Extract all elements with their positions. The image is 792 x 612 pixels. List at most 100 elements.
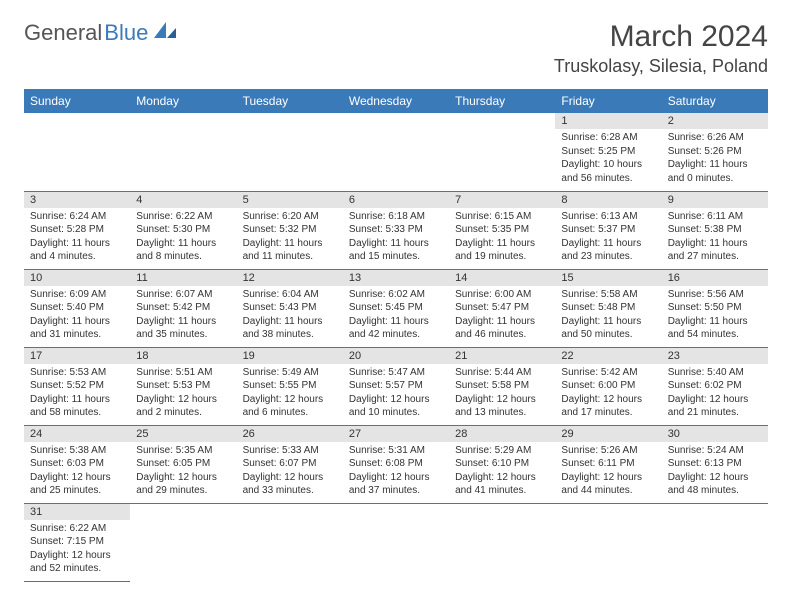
sunrise-text: Sunrise: 6:26 AM [668, 131, 762, 145]
daylight-text: Daylight: 11 hours and 27 minutes. [668, 237, 762, 264]
sunset-text: Sunset: 5:32 PM [243, 223, 337, 237]
logo-word-general: General [24, 20, 102, 46]
sunrise-text: Sunrise: 5:40 AM [668, 366, 762, 380]
day-details: Sunrise: 5:38 AMSunset: 6:03 PMDaylight:… [24, 442, 130, 502]
calendar-cell [662, 503, 768, 581]
sunrise-text: Sunrise: 5:33 AM [243, 444, 337, 458]
calendar-cell: 20Sunrise: 5:47 AMSunset: 5:57 PMDayligh… [343, 347, 449, 425]
sunrise-text: Sunrise: 6:22 AM [136, 210, 230, 224]
day-details: Sunrise: 5:29 AMSunset: 6:10 PMDaylight:… [449, 442, 555, 502]
calendar-cell: 7Sunrise: 6:15 AMSunset: 5:35 PMDaylight… [449, 191, 555, 269]
sunset-text: Sunset: 6:08 PM [349, 457, 443, 471]
day-number: 16 [662, 270, 768, 286]
sunset-text: Sunset: 5:42 PM [136, 301, 230, 315]
sunrise-text: Sunrise: 5:47 AM [349, 366, 443, 380]
sunset-text: Sunset: 6:10 PM [455, 457, 549, 471]
calendar-cell: 3Sunrise: 6:24 AMSunset: 5:28 PMDaylight… [24, 191, 130, 269]
day-details: Sunrise: 6:26 AMSunset: 5:26 PMDaylight:… [662, 129, 768, 189]
sunrise-text: Sunrise: 6:09 AM [30, 288, 124, 302]
calendar-cell: 17Sunrise: 5:53 AMSunset: 5:52 PMDayligh… [24, 347, 130, 425]
daylight-text: Daylight: 11 hours and 8 minutes. [136, 237, 230, 264]
day-details: Sunrise: 5:33 AMSunset: 6:07 PMDaylight:… [237, 442, 343, 502]
calendar-cell: 12Sunrise: 6:04 AMSunset: 5:43 PMDayligh… [237, 269, 343, 347]
sunrise-text: Sunrise: 6:00 AM [455, 288, 549, 302]
sunset-text: Sunset: 5:33 PM [349, 223, 443, 237]
daylight-text: Daylight: 11 hours and 0 minutes. [668, 158, 762, 185]
logo: GeneralBlue [24, 20, 178, 46]
calendar-row: 31Sunrise: 6:22 AMSunset: 7:15 PMDayligh… [24, 503, 768, 581]
sunrise-text: Sunrise: 6:11 AM [668, 210, 762, 224]
sunrise-text: Sunrise: 5:29 AM [455, 444, 549, 458]
sunrise-text: Sunrise: 5:42 AM [561, 366, 655, 380]
day-details: Sunrise: 6:28 AMSunset: 5:25 PMDaylight:… [555, 129, 661, 189]
day-details: Sunrise: 6:24 AMSunset: 5:28 PMDaylight:… [24, 208, 130, 268]
calendar-row: 3Sunrise: 6:24 AMSunset: 5:28 PMDaylight… [24, 191, 768, 269]
sunrise-text: Sunrise: 6:20 AM [243, 210, 337, 224]
day-details: Sunrise: 5:26 AMSunset: 6:11 PMDaylight:… [555, 442, 661, 502]
calendar-row: 10Sunrise: 6:09 AMSunset: 5:40 PMDayligh… [24, 269, 768, 347]
calendar-cell: 24Sunrise: 5:38 AMSunset: 6:03 PMDayligh… [24, 425, 130, 503]
sunrise-text: Sunrise: 6:18 AM [349, 210, 443, 224]
calendar-row: 1Sunrise: 6:28 AMSunset: 5:25 PMDaylight… [24, 113, 768, 191]
sunrise-text: Sunrise: 5:53 AM [30, 366, 124, 380]
day-number: 11 [130, 270, 236, 286]
day-details: Sunrise: 5:42 AMSunset: 6:00 PMDaylight:… [555, 364, 661, 424]
calendar-cell: 2Sunrise: 6:26 AMSunset: 5:26 PMDaylight… [662, 113, 768, 191]
calendar-cell: 4Sunrise: 6:22 AMSunset: 5:30 PMDaylight… [130, 191, 236, 269]
day-details: Sunrise: 5:58 AMSunset: 5:48 PMDaylight:… [555, 286, 661, 346]
calendar-cell: 8Sunrise: 6:13 AMSunset: 5:37 PMDaylight… [555, 191, 661, 269]
sunset-text: Sunset: 5:37 PM [561, 223, 655, 237]
sunset-text: Sunset: 5:45 PM [349, 301, 443, 315]
day-details: Sunrise: 5:47 AMSunset: 5:57 PMDaylight:… [343, 364, 449, 424]
day-details: Sunrise: 6:20 AMSunset: 5:32 PMDaylight:… [237, 208, 343, 268]
weekday-header: Friday [555, 89, 661, 113]
sunrise-text: Sunrise: 5:31 AM [349, 444, 443, 458]
calendar-cell [343, 113, 449, 191]
sunrise-text: Sunrise: 5:38 AM [30, 444, 124, 458]
sunset-text: Sunset: 5:48 PM [561, 301, 655, 315]
daylight-text: Daylight: 11 hours and 23 minutes. [561, 237, 655, 264]
sunset-text: Sunset: 5:25 PM [561, 145, 655, 159]
day-details: Sunrise: 5:49 AMSunset: 5:55 PMDaylight:… [237, 364, 343, 424]
sunrise-text: Sunrise: 6:22 AM [30, 522, 124, 536]
day-details: Sunrise: 6:07 AMSunset: 5:42 PMDaylight:… [130, 286, 236, 346]
sunset-text: Sunset: 5:43 PM [243, 301, 337, 315]
calendar-cell: 22Sunrise: 5:42 AMSunset: 6:00 PMDayligh… [555, 347, 661, 425]
day-number: 6 [343, 192, 449, 208]
day-number: 14 [449, 270, 555, 286]
sunset-text: Sunset: 5:26 PM [668, 145, 762, 159]
day-details: Sunrise: 6:18 AMSunset: 5:33 PMDaylight:… [343, 208, 449, 268]
calendar-cell: 29Sunrise: 5:26 AMSunset: 6:11 PMDayligh… [555, 425, 661, 503]
day-number: 3 [24, 192, 130, 208]
sunset-text: Sunset: 5:58 PM [455, 379, 549, 393]
sunrise-text: Sunrise: 5:56 AM [668, 288, 762, 302]
header: GeneralBlue March 2024 Truskolasy, Siles… [24, 20, 768, 77]
day-details: Sunrise: 6:22 AMSunset: 5:30 PMDaylight:… [130, 208, 236, 268]
calendar-cell: 21Sunrise: 5:44 AMSunset: 5:58 PMDayligh… [449, 347, 555, 425]
sunset-text: Sunset: 5:57 PM [349, 379, 443, 393]
sunset-text: Sunset: 6:07 PM [243, 457, 337, 471]
day-details: Sunrise: 6:00 AMSunset: 5:47 PMDaylight:… [449, 286, 555, 346]
calendar-cell: 25Sunrise: 5:35 AMSunset: 6:05 PMDayligh… [130, 425, 236, 503]
daylight-text: Daylight: 12 hours and 41 minutes. [455, 471, 549, 498]
day-number: 2 [662, 113, 768, 129]
calendar-cell: 11Sunrise: 6:07 AMSunset: 5:42 PMDayligh… [130, 269, 236, 347]
day-details: Sunrise: 5:44 AMSunset: 5:58 PMDaylight:… [449, 364, 555, 424]
weekday-header: Wednesday [343, 89, 449, 113]
sunset-text: Sunset: 5:38 PM [668, 223, 762, 237]
day-number: 30 [662, 426, 768, 442]
sunrise-text: Sunrise: 5:44 AM [455, 366, 549, 380]
daylight-text: Daylight: 12 hours and 33 minutes. [243, 471, 337, 498]
daylight-text: Daylight: 11 hours and 15 minutes. [349, 237, 443, 264]
title-block: March 2024 Truskolasy, Silesia, Poland [554, 20, 768, 77]
daylight-text: Daylight: 11 hours and 50 minutes. [561, 315, 655, 342]
calendar-cell [555, 503, 661, 581]
day-number: 23 [662, 348, 768, 364]
sunset-text: Sunset: 5:28 PM [30, 223, 124, 237]
daylight-text: Daylight: 12 hours and 37 minutes. [349, 471, 443, 498]
day-number: 7 [449, 192, 555, 208]
sunrise-text: Sunrise: 6:13 AM [561, 210, 655, 224]
calendar-cell: 28Sunrise: 5:29 AMSunset: 6:10 PMDayligh… [449, 425, 555, 503]
daylight-text: Daylight: 12 hours and 48 minutes. [668, 471, 762, 498]
calendar-cell: 1Sunrise: 6:28 AMSunset: 5:25 PMDaylight… [555, 113, 661, 191]
